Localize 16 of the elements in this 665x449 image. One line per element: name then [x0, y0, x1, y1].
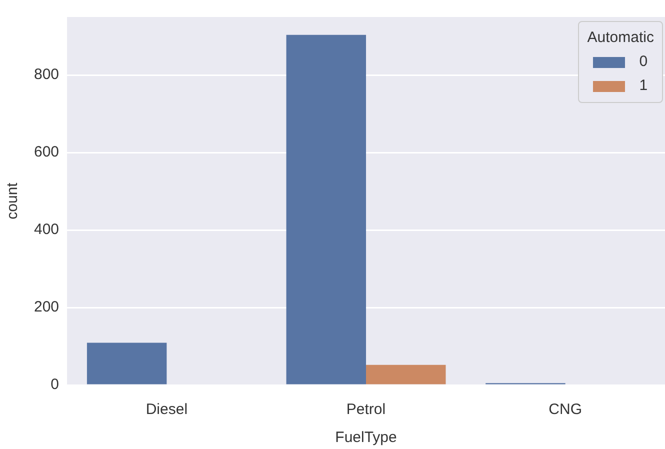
legend-label: 1 — [639, 76, 648, 96]
x-tick-label: Diesel — [146, 401, 188, 418]
y-tick-label: 800 — [34, 66, 60, 84]
y-tick-label: 400 — [34, 221, 60, 238]
y-tick-label: 200 — [34, 298, 60, 316]
x-tick-label: CNG — [548, 401, 582, 418]
legend-title: Automatic — [587, 28, 654, 48]
y-tick-label: 0 — [50, 376, 60, 394]
x-axis-title: FuelType — [335, 429, 397, 446]
bar — [86, 342, 167, 384]
y-axis-title: count — [4, 182, 22, 220]
legend-label: 0 — [639, 52, 648, 72]
x-tick-label: Petrol — [346, 401, 386, 418]
bar — [286, 34, 366, 384]
y-tick-label: 600 — [34, 144, 60, 161]
bar — [366, 364, 446, 384]
